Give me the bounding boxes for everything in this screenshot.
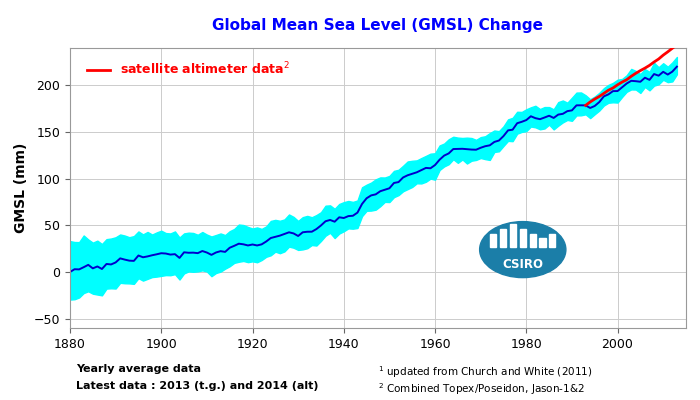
Text: Yearly average data: Yearly average data <box>76 364 201 374</box>
Bar <box>519 230 526 247</box>
Bar <box>500 230 506 247</box>
Text: CSIRO: CSIRO <box>503 258 543 272</box>
Ellipse shape <box>480 222 566 278</box>
Bar <box>529 234 536 247</box>
Text: $^2$ Combined Topex/Poseidon, Jason-1&2: $^2$ Combined Topex/Poseidon, Jason-1&2 <box>378 381 584 397</box>
Legend: satellite altimeter data$^2$: satellite altimeter data$^2$ <box>83 56 295 82</box>
Bar <box>550 234 555 247</box>
Bar <box>540 238 545 247</box>
Text: Global Mean Sea Level (GMSL) Change: Global Mean Sea Level (GMSL) Change <box>213 18 543 33</box>
Text: Latest data : 2013 (t.g.) and 2014 (alt): Latest data : 2013 (t.g.) and 2014 (alt) <box>76 381 318 391</box>
Bar <box>510 224 516 247</box>
Bar <box>490 234 496 247</box>
Text: $^1$ updated from Church and White (2011): $^1$ updated from Church and White (2011… <box>378 364 592 380</box>
Y-axis label: GMSL (mm): GMSL (mm) <box>14 143 28 233</box>
